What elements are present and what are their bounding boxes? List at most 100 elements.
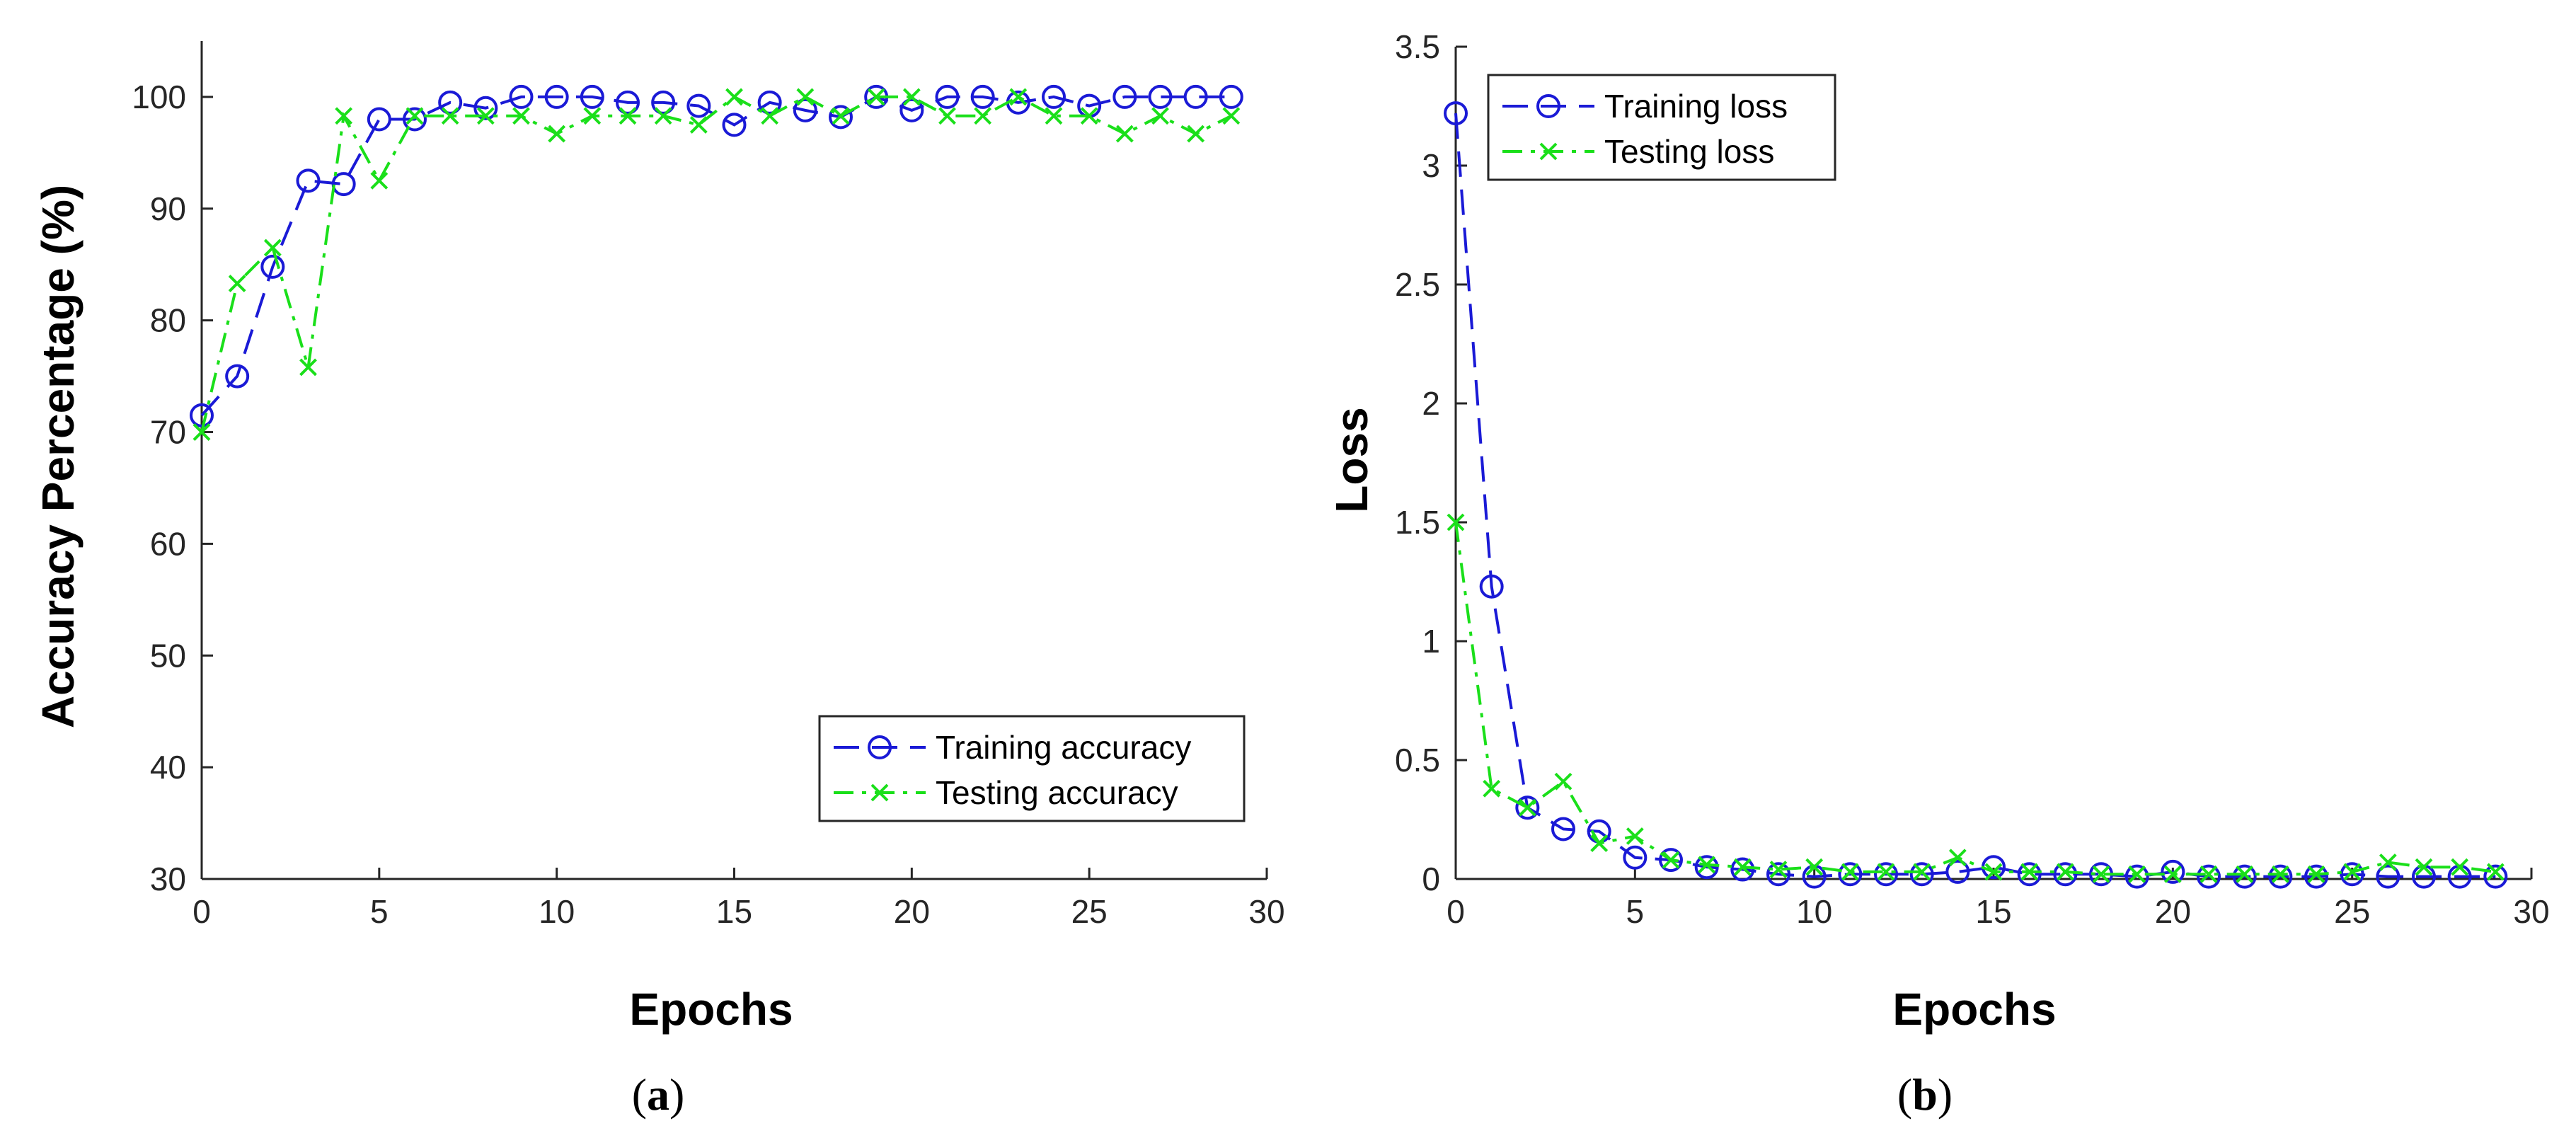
testing-accuracy-point	[299, 358, 317, 377]
training-loss-point	[2161, 859, 2185, 884]
testing-loss-point	[2236, 865, 2254, 883]
training-accuracy-point	[899, 98, 924, 122]
training-accuracy-point	[757, 90, 782, 115]
training-loss-point	[1730, 857, 1755, 882]
training-loss-point	[1444, 101, 1468, 126]
loss-y-tick-label: 2	[1422, 385, 1440, 422]
testing-loss-point	[2415, 858, 2433, 876]
training-accuracy-point	[722, 113, 747, 137]
testing-loss-point	[2092, 865, 2110, 883]
training-loss-point	[1874, 862, 1898, 887]
training-accuracy-point	[1112, 84, 1137, 109]
training-accuracy-point	[935, 84, 960, 109]
training-accuracy-point	[190, 403, 214, 427]
training-accuracy-point	[473, 96, 498, 120]
training-loss-line	[1454, 113, 2496, 878]
testing-accuracy-point	[619, 107, 637, 125]
loss-x-axis-label: Epochs	[1892, 984, 2056, 1035]
testing-loss-point	[1841, 863, 1859, 881]
loss-y-tick-label: 0	[1422, 861, 1440, 897]
testing-accuracy-legend-label: Testing accuracy	[936, 774, 1178, 811]
testing-loss-point	[1590, 834, 1609, 853]
testing-loss-point	[2056, 863, 2074, 881]
testing-loss-point	[1733, 858, 1752, 876]
training-loss-legend-marker	[1536, 94, 1560, 118]
training-loss-point	[1623, 845, 1648, 870]
training-accuracy-legend-marker	[868, 735, 892, 759]
training-accuracy-point	[1183, 84, 1208, 109]
training-accuracy-point	[1042, 84, 1066, 109]
testing-loss-point	[2020, 863, 2039, 881]
loss-x-tick-label: 15	[1975, 893, 2011, 930]
testing-accuracy-point	[1151, 107, 1169, 125]
testing-loss-line	[1454, 522, 2496, 876]
testing-loss-point	[1662, 851, 1680, 869]
accuracy-y-tick-label: 100	[132, 79, 186, 115]
accuracy-caption: (a)	[632, 1069, 685, 1120]
testing-accuracy-point	[263, 238, 282, 257]
training-loss-point	[2483, 864, 2508, 889]
loss-y-axis-label: Loss	[1326, 407, 1377, 512]
training-accuracy-point	[544, 84, 569, 109]
testing-loss-point	[1984, 863, 2003, 881]
testing-accuracy-point	[406, 107, 424, 125]
training-loss-point	[1694, 855, 1719, 880]
testing-accuracy-point	[192, 423, 211, 441]
training-loss-point	[1909, 862, 1934, 887]
training-loss-point	[1659, 848, 1683, 873]
loss-y-tick-label: 2.5	[1395, 266, 1440, 303]
testing-accuracy-point	[1187, 125, 1205, 143]
testing-accuracy-point	[1080, 107, 1098, 125]
loss-x-tick-label: 20	[2155, 893, 2191, 930]
testing-accuracy-point	[1045, 107, 1063, 125]
testing-loss-point	[1877, 863, 1895, 881]
training-accuracy-point	[1148, 84, 1173, 109]
accuracy-caption-letter: a	[647, 1069, 669, 1120]
testing-loss-point	[2343, 863, 2362, 881]
training-loss-point	[2376, 864, 2400, 889]
training-loss-point	[2053, 862, 2078, 887]
testing-accuracy-point	[654, 107, 672, 125]
testing-accuracy-point	[689, 115, 708, 134]
training-accuracy-point	[331, 172, 356, 197]
loss-y-tick-label: 1	[1422, 623, 1440, 660]
testing-loss-point	[1554, 772, 1572, 791]
testing-accuracy-point	[476, 107, 495, 125]
training-loss-legend-label: Training loss	[1604, 88, 1788, 125]
accuracy-legend: Training accuracy Testing accuracy	[818, 715, 1246, 822]
accuracy-x-tick-label: 15	[716, 893, 752, 930]
training-accuracy-point	[260, 254, 285, 279]
accuracy-y-tick-label: 40	[150, 749, 186, 786]
testing-accuracy-point	[228, 275, 246, 292]
testing-loss-point	[1698, 856, 1716, 874]
accuracy-x-tick-label: 25	[1071, 893, 1108, 930]
testing-loss-point	[2163, 865, 2182, 883]
training-loss-point	[2340, 862, 2364, 887]
loss-chart: 0 5 10 15 20 25 30 0 0.5 1 1.5 2 2.5 3 3.5 Training los…	[1326, 28, 2550, 1120]
testing-loss-point	[1626, 827, 1644, 845]
testing-accuracy-point	[583, 107, 602, 125]
testing-accuracy-point	[867, 88, 885, 106]
testing-loss-point	[2486, 863, 2505, 881]
testing-accuracy-point	[796, 88, 815, 106]
testing-accuracy-line	[200, 95, 1232, 432]
loss-y-tick-label: 3.5	[1395, 28, 1440, 65]
training-accuracy-point	[225, 364, 250, 389]
accuracy-plot-area: 0 5 10 15 20 25 30 30 40 50 60 70 80 90 100 Training ac…	[132, 41, 1285, 930]
testing-loss-legend-label: Testing loss	[1604, 133, 1774, 170]
training-accuracy-point	[651, 90, 676, 115]
training-accuracy-point	[367, 107, 391, 132]
testing-loss-point	[1769, 861, 1788, 878]
training-accuracy-line	[200, 95, 1231, 417]
accuracy-x-tick-label: 10	[539, 893, 575, 930]
training-loss-point	[2268, 864, 2293, 889]
accuracy-x-tick-label: 0	[192, 893, 211, 930]
loss-x-tick-label: 0	[1447, 893, 1465, 930]
accuracy-y-tick-label: 60	[150, 525, 186, 562]
testing-accuracy-point	[1222, 107, 1241, 125]
accuracy-y-tick-label: 30	[150, 861, 186, 897]
accuracy-x-tick-label: 30	[1248, 893, 1284, 930]
training-accuracy-point	[970, 84, 995, 109]
testing-accuracy-point	[832, 107, 850, 125]
